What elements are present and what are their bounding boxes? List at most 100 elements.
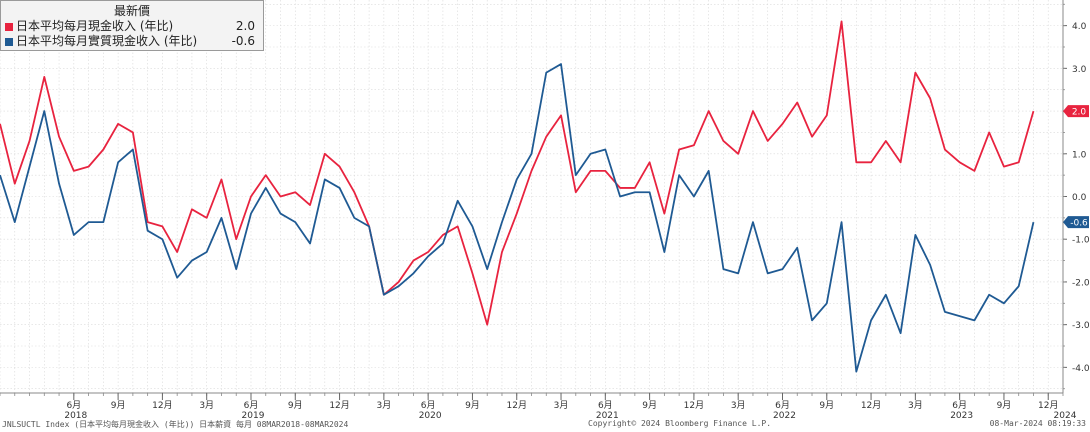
data-point: [619, 187, 621, 189]
x-tick-label: 6月: [66, 400, 81, 411]
data-point: [398, 285, 400, 287]
data-point: [412, 260, 414, 262]
data-point: [265, 174, 267, 176]
data-point: [914, 72, 916, 74]
data-point: [782, 123, 784, 125]
x-tick-label: 12月: [861, 400, 881, 411]
legend-header: 最新價: [113, 4, 150, 18]
data-point: [900, 332, 902, 334]
y-tick-label: -1.0: [1072, 236, 1090, 246]
data-point: [944, 149, 946, 151]
data-point: [14, 183, 16, 185]
data-point: [14, 221, 16, 223]
data-point: [885, 140, 887, 142]
series-line-0: [0, 20, 1035, 326]
y-tick-label: 1.0: [1072, 150, 1087, 160]
data-point: [531, 170, 533, 172]
y-tick-label: -2.0: [1072, 278, 1090, 288]
x-tick-label: 3月: [554, 400, 569, 411]
chart-series: [0, 20, 1035, 373]
x-tick-label: 3月: [731, 400, 746, 411]
data-point: [575, 191, 577, 193]
legend-item-real[interactable]: 日本平均每月實質現金收入 (年比) -0.6: [1, 34, 263, 49]
series-line-1: [0, 63, 1035, 373]
data-point: [870, 161, 872, 163]
x-year-label: 2019: [242, 411, 265, 421]
legend-value-nominal: 2.0: [235, 19, 255, 33]
data-point: [73, 234, 75, 236]
data-point: [988, 132, 990, 134]
data-point: [294, 191, 296, 193]
data-point: [1033, 221, 1035, 223]
legend-value-real: -0.6: [231, 34, 255, 48]
data-point: [29, 140, 31, 142]
data-point: [472, 226, 474, 228]
data-point: [368, 226, 370, 228]
y-tick-label: 3.0: [1072, 65, 1087, 75]
x-tick-label: 3月: [376, 400, 391, 411]
data-point: [944, 311, 946, 313]
data-point: [826, 114, 828, 116]
data-point: [590, 153, 592, 155]
x-tick-label: 12月: [507, 400, 527, 411]
data-point: [176, 277, 178, 279]
data-point: [250, 196, 252, 198]
x-tick-label: 3月: [199, 400, 214, 411]
last-value-tag-1: -0.6: [1063, 216, 1089, 229]
data-point: [501, 221, 503, 223]
data-point: [58, 136, 60, 138]
data-point: [796, 102, 798, 104]
data-point: [974, 319, 976, 321]
data-point: [723, 140, 725, 142]
data-point: [708, 110, 710, 112]
data-point: [339, 187, 341, 189]
legend-label-nominal: 日本平均每月現金收入 (年比): [16, 19, 174, 33]
last-value-label: -0.6: [1070, 219, 1088, 229]
data-point: [280, 213, 282, 215]
data-point: [737, 272, 739, 274]
data-point: [427, 255, 429, 257]
data-point: [353, 191, 355, 193]
data-point: [442, 243, 444, 245]
data-point: [43, 76, 45, 78]
data-point: [1003, 166, 1005, 168]
x-tick-label: 6月: [244, 400, 259, 411]
data-point: [457, 226, 459, 228]
data-point: [929, 264, 931, 266]
data-point: [221, 179, 223, 181]
x-tick-label: 9月: [642, 400, 657, 411]
last-value-bg: [1063, 105, 1089, 118]
data-point: [162, 226, 164, 228]
data-point: [988, 294, 990, 296]
y-tick-label: -4.0: [1072, 364, 1090, 374]
data-point: [324, 179, 326, 181]
data-point: [663, 251, 665, 253]
legend-label-real: 日本平均每月實質現金收入 (年比): [16, 34, 198, 48]
x-year-label: 2024: [1054, 411, 1077, 421]
footer-timestamp: 08-Mar-2024 08:19:33: [989, 419, 1086, 428]
data-point: [575, 174, 577, 176]
data-point: [501, 251, 503, 253]
data-point: [117, 161, 119, 163]
legend-item-nominal[interactable]: 日本平均每月現金收入 (年比) 2.0: [1, 19, 263, 34]
x-tick-label: 6月: [598, 400, 613, 411]
x-tick-label: 9月: [819, 400, 834, 411]
data-point: [486, 268, 488, 270]
data-point: [767, 272, 769, 274]
data-point: [102, 149, 104, 151]
data-point: [43, 110, 45, 112]
data-point: [678, 149, 680, 151]
x-tick-label: 6月: [775, 400, 790, 411]
last-value-label: 2.0: [1072, 108, 1087, 118]
footer-copyright: Copyright© 2024 Bloomberg Finance L.P.: [588, 419, 772, 428]
y-tick-label: 0.0: [1072, 193, 1087, 203]
x-tick-label: 9月: [288, 400, 303, 411]
data-point: [516, 213, 518, 215]
last-value-bg: [1063, 216, 1089, 229]
data-point: [58, 183, 60, 185]
data-point: [796, 247, 798, 249]
data-point: [221, 217, 223, 219]
data-point: [914, 234, 916, 236]
data-point: [132, 149, 134, 151]
data-point: [693, 196, 695, 198]
